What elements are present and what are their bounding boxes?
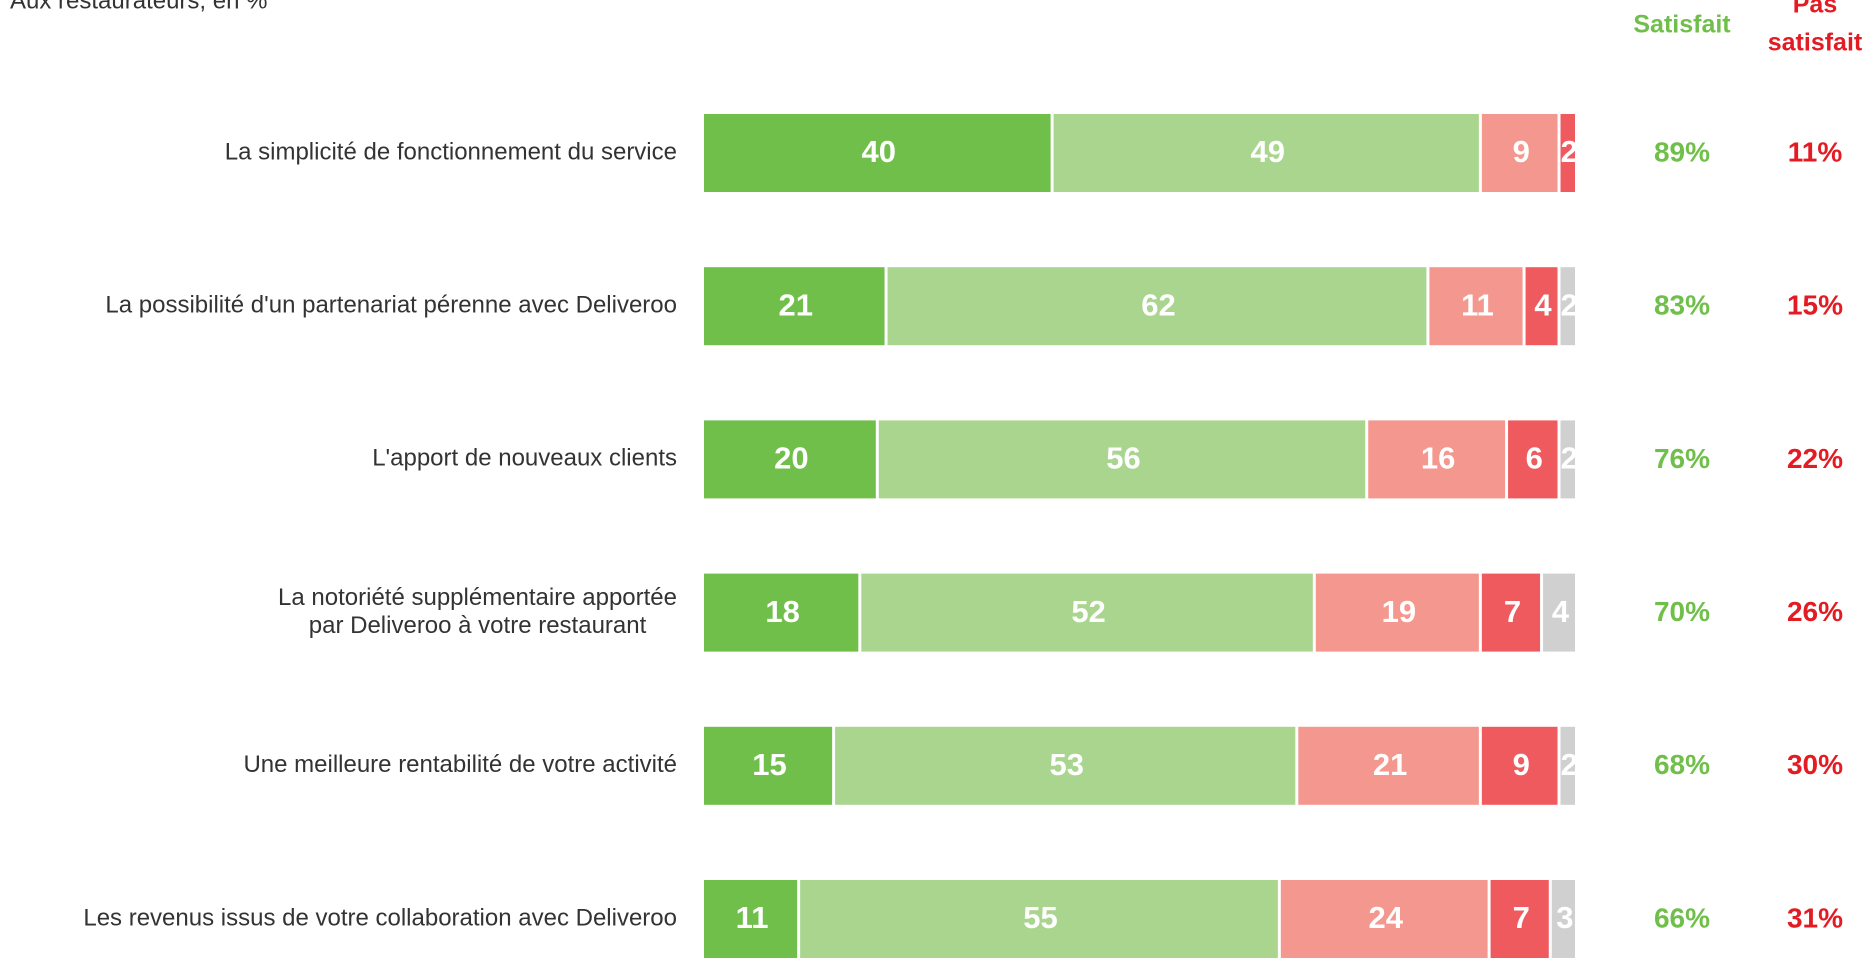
- total-label: 11%: [1788, 136, 1843, 167]
- subtitle: Aux restaurateurs, en %: [10, 0, 267, 14]
- bar-segment: [835, 726, 1296, 805]
- segment-label: 11: [1461, 287, 1494, 322]
- segment-label: 19: [1382, 594, 1416, 629]
- bar-segment: [1560, 420, 1575, 499]
- total-label: 83%: [1654, 290, 1710, 321]
- segment-label: 4: [1552, 594, 1570, 629]
- bar-segment: [1490, 880, 1549, 958]
- bar-segment: [1543, 573, 1575, 652]
- segment-label: 2: [1561, 441, 1578, 476]
- category-label: Les revenus issus de votre collaboration…: [83, 904, 677, 931]
- total-label: 89%: [1654, 136, 1710, 167]
- total-label: 70%: [1654, 596, 1710, 627]
- category-label: Une meilleure rentabilité de votre activ…: [243, 751, 677, 778]
- segment-label: 62: [1141, 287, 1175, 322]
- segment-label: 7: [1513, 900, 1530, 935]
- bar-segment: [878, 420, 1366, 499]
- bar-segment: [1481, 573, 1541, 652]
- total-label: 22%: [1787, 443, 1843, 474]
- segment-label: 15: [752, 747, 786, 782]
- segment-label: 21: [1373, 747, 1407, 782]
- segment-label: 4: [1534, 287, 1552, 322]
- bar-segment: [1551, 880, 1575, 958]
- total-label: 26%: [1787, 596, 1843, 627]
- bar-segment: [800, 880, 1278, 958]
- bar-segment: [704, 573, 859, 652]
- total-label: 15%: [1787, 290, 1843, 321]
- segment-label: 9: [1513, 134, 1530, 169]
- segment-label: 3: [1556, 900, 1573, 935]
- segment-label: 9: [1513, 747, 1530, 782]
- total-label: 30%: [1787, 749, 1843, 780]
- segment-label: 20: [774, 441, 808, 476]
- segment-label: 16: [1421, 441, 1455, 476]
- total-label: 31%: [1787, 902, 1843, 933]
- segment-label: 40: [862, 134, 896, 169]
- segment-label: 21: [779, 287, 813, 322]
- segment-label: 2: [1561, 134, 1578, 169]
- category-label: La simplicité de fonctionnement du servi…: [225, 138, 677, 165]
- category-label: par Deliveroo à votre restaurant: [309, 612, 647, 639]
- bar-segment: [704, 420, 876, 499]
- total-label: 66%: [1654, 902, 1710, 933]
- column-header: Pas: [1793, 0, 1837, 19]
- segment-label: 53: [1049, 747, 1083, 782]
- bar-segment: [1508, 420, 1558, 499]
- segment-label: 18: [765, 594, 799, 629]
- bar-segment: [1560, 267, 1575, 346]
- bar-segment: [1560, 114, 1575, 192]
- bar-segment: [1280, 880, 1488, 958]
- bar-segment: [704, 267, 885, 346]
- bar-segment: [704, 726, 833, 805]
- bar-segment: [1315, 573, 1479, 652]
- bar-segment: [1525, 267, 1558, 346]
- bar-segment: [1429, 267, 1523, 346]
- segment-label: 2: [1561, 287, 1578, 322]
- category-label: La possibilité d'un partenariat pérenne …: [105, 292, 677, 319]
- segment-label: 6: [1526, 441, 1543, 476]
- bar-segment: [1368, 420, 1506, 499]
- segment-label: 52: [1071, 594, 1105, 629]
- bar-segment: [1053, 114, 1479, 192]
- segment-label: 11: [736, 900, 769, 935]
- segment-label: 24: [1368, 900, 1403, 935]
- bar-segment: [1298, 726, 1479, 805]
- total-label: 76%: [1654, 443, 1710, 474]
- segment-label: 2: [1561, 747, 1578, 782]
- category-label: La notoriété supplémentaire apportée: [278, 584, 677, 611]
- segment-label: 55: [1023, 900, 1057, 935]
- bar-segment: [704, 880, 798, 958]
- bar-segment: [887, 267, 1427, 346]
- segment-label: 49: [1250, 134, 1284, 169]
- bar-segment: [861, 573, 1313, 652]
- column-header: Satisfait: [1633, 11, 1731, 39]
- total-label: 68%: [1654, 749, 1710, 780]
- segment-label: 56: [1106, 441, 1140, 476]
- bar-segment: [1560, 726, 1575, 805]
- segment-label: 7: [1504, 594, 1521, 629]
- bar-segment: [1481, 726, 1558, 805]
- bar-segment: [704, 114, 1051, 192]
- bar-segment: [1481, 114, 1558, 192]
- category-label: L'apport de nouveaux clients: [372, 445, 677, 472]
- column-header: satisfait: [1768, 29, 1863, 57]
